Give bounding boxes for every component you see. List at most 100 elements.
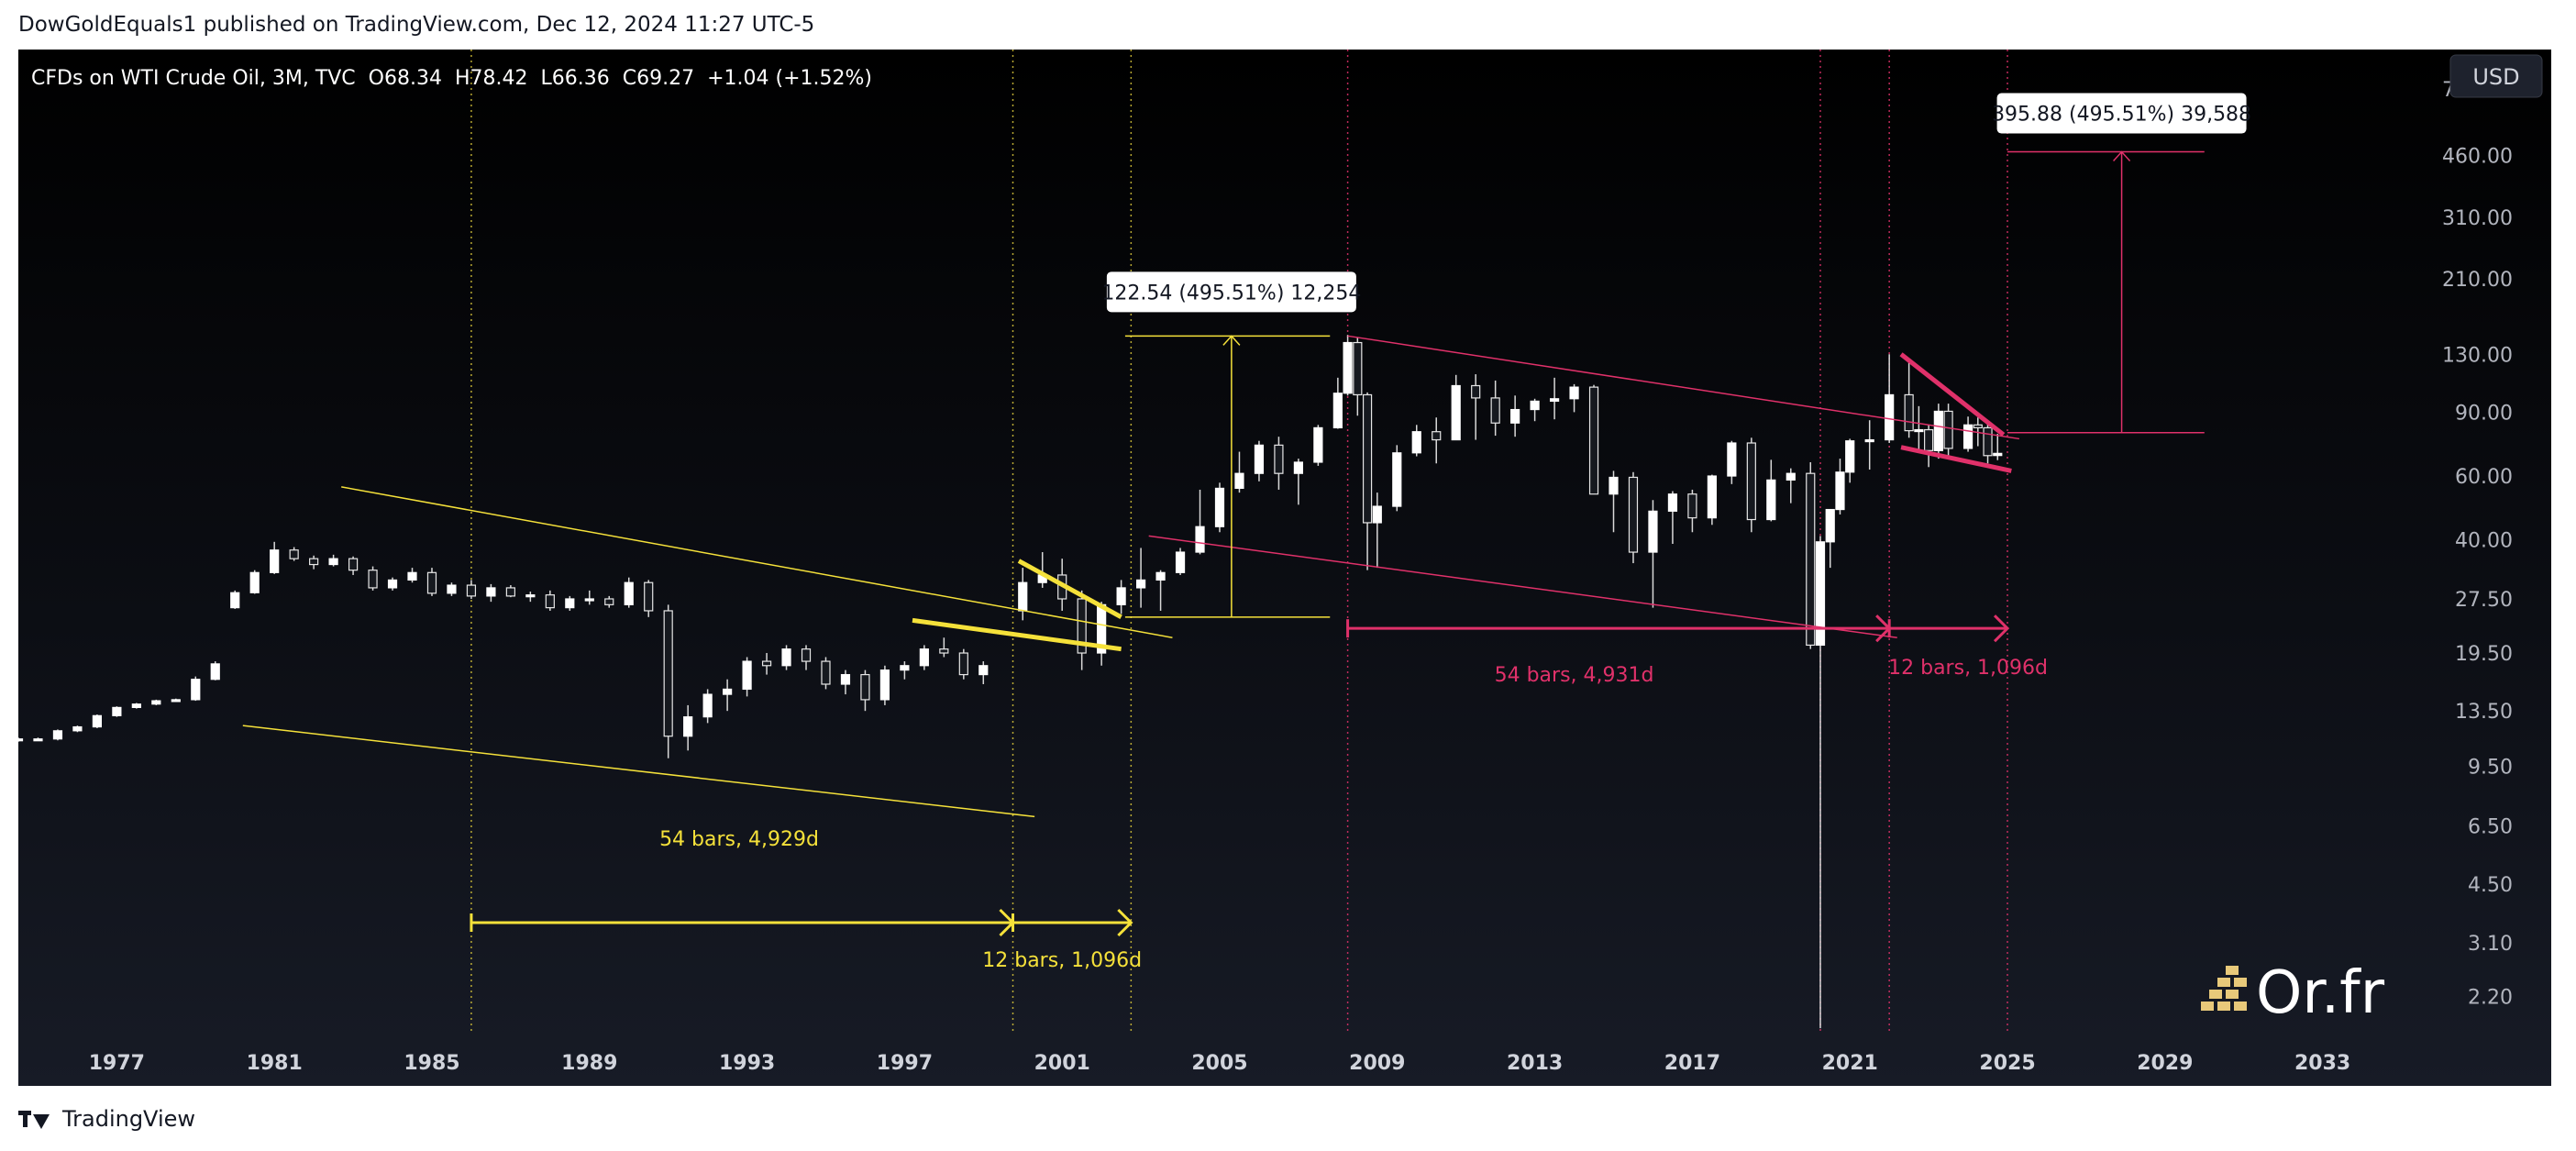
candle (1609, 470, 1619, 533)
candle-body (230, 592, 240, 609)
candle (112, 706, 122, 717)
trend-drawings (242, 150, 2205, 937)
candle-body (1845, 440, 1855, 473)
candle (1667, 491, 1678, 544)
candle-body (1432, 431, 1442, 441)
candle (702, 689, 713, 724)
candle-body (1962, 424, 1973, 449)
candle (1116, 580, 1126, 614)
candle-body (1451, 384, 1461, 441)
candle (1135, 548, 1146, 608)
candle-body (1372, 505, 1382, 524)
candle-body (939, 648, 949, 654)
price-tick-label: 6.50 (2468, 816, 2513, 839)
candle (1746, 437, 1756, 533)
candle-body (72, 725, 83, 732)
candle (249, 570, 260, 594)
candle (1510, 395, 1520, 437)
candle (624, 577, 634, 608)
candle (644, 580, 654, 617)
candle (1432, 417, 1442, 464)
candle (171, 698, 181, 703)
candle (1392, 445, 1402, 512)
candle-body (387, 579, 398, 589)
candle-body (112, 706, 122, 716)
measure-1-label-text: 122.54 (495.51%) 12,254 (1101, 282, 1361, 304)
candle-body (1490, 397, 1500, 424)
candle-body (624, 581, 634, 605)
price-tick-label: 9.50 (2468, 757, 2513, 780)
price-tick-label: 2.20 (2468, 987, 2513, 1010)
candle-body (1332, 393, 1343, 429)
yellow-range-short-arrowhead (1117, 908, 1133, 937)
publisher-line: DowGoldEquals1 published on TradingView.… (18, 13, 815, 37)
tradingview-logo-icon (18, 1109, 53, 1129)
candle-body (1018, 581, 1028, 612)
candle-body (1362, 393, 1373, 524)
candle-body (1864, 438, 1874, 443)
price-chart[interactable]: 700.00460.00310.00210.00130.0090.0060.00… (18, 50, 2551, 1086)
candle-body (171, 699, 181, 703)
candle-body (1530, 400, 1540, 411)
candle-body (879, 670, 890, 701)
candle (1707, 474, 1717, 526)
currency-button[interactable]: USD (2449, 54, 2543, 98)
footer-brand[interactable]: TradingView (62, 1106, 196, 1132)
candle-body (1648, 510, 1658, 553)
candle (486, 583, 496, 603)
price-tick-label: 460.00 (2442, 145, 2513, 168)
candle (1490, 380, 1500, 437)
time-tick-label: 2029 (2137, 1052, 2193, 1075)
candle (505, 585, 515, 598)
candle (368, 566, 378, 591)
pink-lower-trendline (1148, 535, 1897, 638)
candle (1786, 468, 1796, 504)
candle-body (840, 673, 851, 685)
candle (1077, 590, 1087, 670)
gold-bars-icon (2201, 966, 2247, 1011)
measure-2-label-box (1996, 93, 2247, 134)
candle (407, 568, 417, 583)
candle (1214, 482, 1225, 533)
candle (761, 653, 772, 675)
candle (879, 665, 890, 705)
candle (565, 595, 575, 611)
chart-frame[interactable]: 700.00460.00310.00210.00130.0090.0060.00… (18, 50, 2551, 1086)
candle-body (1973, 424, 1983, 429)
price-tick-label: 13.50 (2455, 701, 2513, 724)
candle (1018, 568, 1028, 621)
candle (801, 645, 812, 670)
candle (840, 670, 851, 695)
candle (1353, 337, 1363, 416)
candle (781, 645, 791, 670)
candle-body (289, 549, 299, 559)
price-tick-label: 3.10 (2468, 933, 2513, 956)
price-tick-label: 130.00 (2442, 344, 2513, 367)
measure-1-label-box (1106, 271, 1356, 313)
candle (1815, 536, 1826, 1029)
candle-body (604, 598, 614, 605)
candle-body (1983, 426, 1993, 457)
time-tick-label: 1993 (719, 1052, 775, 1075)
footer: TradingView (18, 1106, 195, 1132)
candle-body (1549, 398, 1560, 403)
candle (1411, 425, 1421, 457)
candle-body (1254, 444, 1265, 474)
candle-body (565, 598, 575, 609)
candle (978, 661, 989, 684)
price-tick-label: 60.00 (2455, 466, 2513, 489)
candle (742, 657, 752, 697)
candle (1864, 420, 1874, 470)
candle-body (18, 738, 24, 742)
candle-body (1806, 472, 1816, 647)
candle (1195, 489, 1205, 555)
pink-range-long-label: 54 bars, 4,931d (1495, 664, 1654, 687)
candle-body (1588, 386, 1599, 495)
watermark-text: Or.fr (2256, 959, 2385, 1027)
candle-body (348, 558, 359, 571)
candle-body (1411, 431, 1421, 454)
candle (447, 582, 457, 596)
candle (72, 725, 83, 733)
candle (1274, 437, 1284, 490)
candle-body (723, 688, 733, 695)
